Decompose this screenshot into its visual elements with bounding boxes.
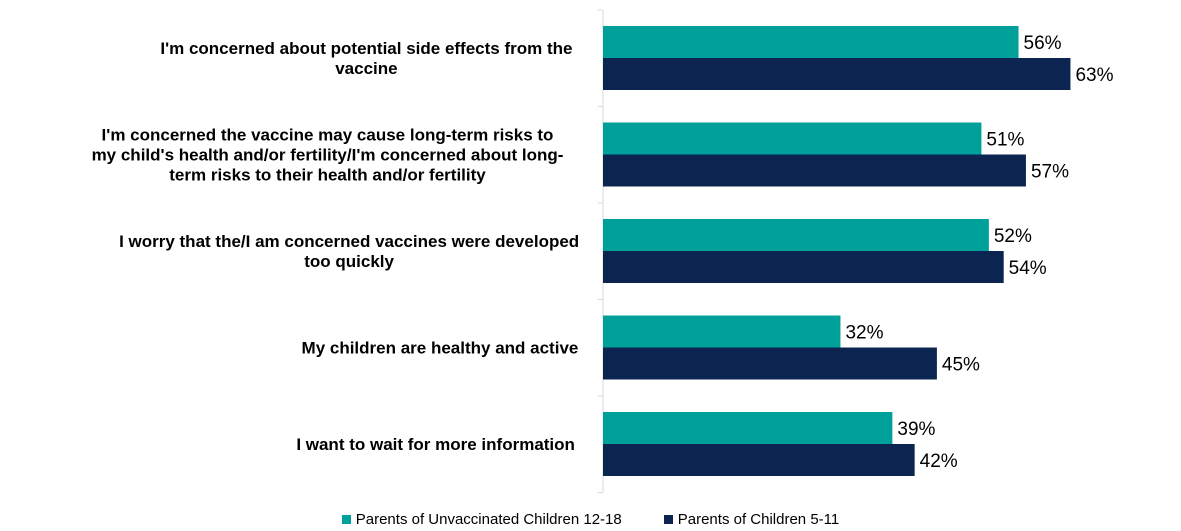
data-label-series-1-cat-5: 39% [897, 419, 935, 440]
category-label-5-line-1: I want to wait for more information [296, 435, 575, 454]
data-label-series-1-cat-2: 51% [986, 130, 1024, 151]
bar-series-1-cat-2 [603, 122, 982, 155]
legend-swatch-series-2 [663, 514, 673, 524]
category-label-4: My children are healthy and active [302, 339, 579, 358]
category-label-2-line-2: my child's health and/or fertility/I'm c… [92, 146, 564, 165]
bar-series-2-cat-4 [603, 347, 937, 380]
legend-item-series-2: Parents of Children 5-11 [663, 508, 840, 530]
legend-label-series-1: Parents of Unvaccinated Children 12-18 [355, 510, 622, 528]
bar-series-2-cat-2 [603, 154, 1026, 187]
bar-series-1-cat-4 [603, 315, 841, 348]
bar-series-1-cat-1 [603, 26, 1019, 58]
category-label-1-line-1: I'm concerned about potential side effec… [160, 39, 572, 58]
legend-label-series-2: Parents of Children 5-11 [677, 510, 840, 528]
category-label-1-line-2: vaccine [335, 59, 397, 78]
bar-series-2-cat-5 [603, 444, 915, 476]
category-label-2-line-1: I'm concerned the vaccine may cause long… [102, 126, 554, 145]
data-label-series-1-cat-3: 52% [994, 226, 1032, 247]
bar-series-1-cat-5 [603, 412, 893, 444]
legend-item-series-1: Parents of Unvaccinated Children 12-18 [341, 508, 622, 530]
legend: Parents of Unvaccinated Children 12-18 P… [0, 508, 1181, 530]
bar-chart: 56% 63% 51% 57% 52% 54% 32% 45% 39% 42% I'm conce… [92, 9, 1114, 493]
data-label-series-2-cat-3: 54% [1009, 258, 1047, 279]
data-label-series-2-cat-1: 63% [1075, 65, 1113, 86]
data-label-series-1-cat-4: 32% [845, 323, 883, 344]
bar-series-1-cat-3 [603, 219, 989, 251]
category-label-4-line-1: My children are healthy and active [302, 339, 579, 358]
category-label-3-line-1: I worry that the/I am concerned vaccines… [119, 232, 579, 251]
category-label-3-line-2: too quickly [304, 252, 394, 271]
data-label-series-2-cat-2: 57% [1031, 162, 1069, 183]
category-label-1: I'm concerned about potential side effec… [160, 39, 572, 78]
category-label-2: I'm concerned the vaccine may cause long… [92, 126, 564, 185]
category-label-2-line-3: term risks to their health and/or fertil… [169, 166, 486, 185]
category-label-5: I want to wait for more information [296, 435, 575, 454]
data-label-series-2-cat-4: 45% [942, 355, 980, 376]
bar-series-2-cat-3 [603, 251, 1004, 283]
legend-swatch-series-1 [341, 514, 351, 524]
data-label-series-2-cat-5: 42% [920, 451, 958, 472]
data-label-series-1-cat-1: 56% [1024, 33, 1062, 54]
category-label-3: I worry that the/I am concerned vaccines… [119, 232, 579, 271]
bar-series-2-cat-1 [603, 58, 1071, 90]
